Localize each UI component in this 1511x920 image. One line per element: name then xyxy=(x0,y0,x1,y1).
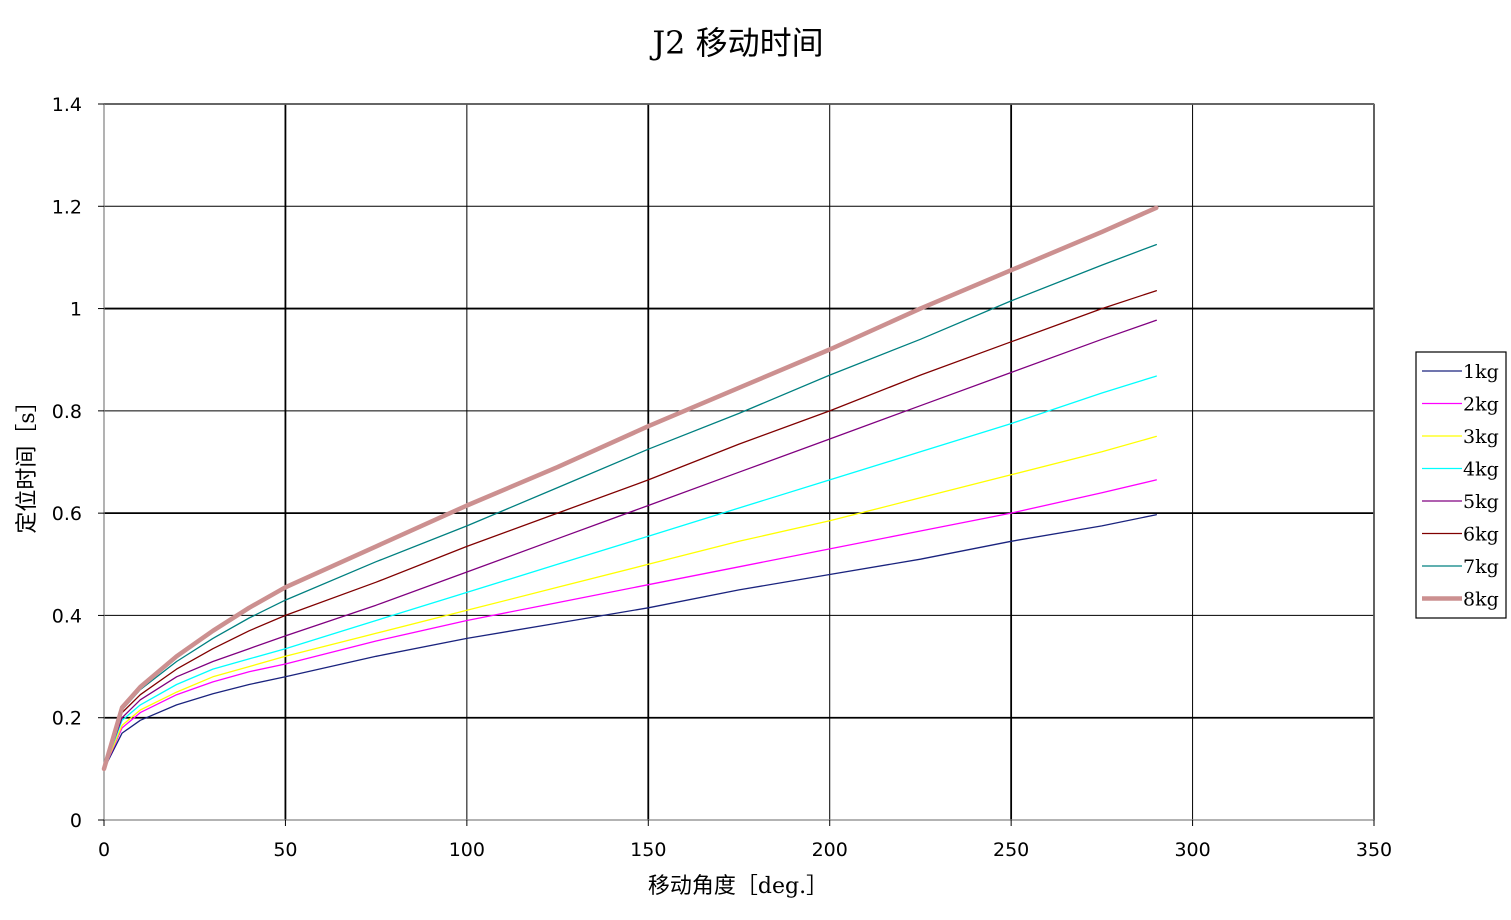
x-axis-ticks: 0 50 100 150 200 250 300 350 xyxy=(98,820,1392,861)
series-line-7kg xyxy=(103,243,1157,770)
series-line-6kg xyxy=(103,290,1157,770)
y-axis-title: 定位时间［s］ xyxy=(15,390,40,533)
legend: 1kg 2kg 3kg 4kg 5kg 6kg 7kg 8kg xyxy=(1415,351,1507,619)
x-tick-label: 300 xyxy=(1174,839,1210,861)
legend-label-1kg: 1kg xyxy=(1463,361,1499,383)
series-line-2kg xyxy=(103,479,1157,770)
grid-layer xyxy=(103,103,1375,821)
x-tick-label: 100 xyxy=(449,839,485,861)
series-line-3kg xyxy=(103,435,1157,770)
legend-label-6kg: 6kg xyxy=(1463,524,1499,546)
y-axis-ticks: 0 0.2 0.4 0.6 0.8 1 1.2 1.4 xyxy=(52,94,104,832)
series-line-5kg xyxy=(103,319,1157,770)
x-tick-label: 350 xyxy=(1356,839,1392,861)
series-line-1kg xyxy=(103,514,1157,770)
y-tick-label: 1 xyxy=(70,299,82,321)
legend-label-8kg: 8kg xyxy=(1463,589,1499,611)
y-tick-label: 0 xyxy=(70,810,82,832)
legend-label-5kg: 5kg xyxy=(1463,491,1499,513)
x-tick-label: 250 xyxy=(993,839,1029,861)
x-tick-label: 200 xyxy=(812,839,848,861)
y-tick-label: 1.2 xyxy=(52,196,82,218)
y-tick-label: 0.6 xyxy=(52,503,82,525)
plot-area-frame xyxy=(103,103,1375,821)
x-axis-title: 移动角度［deg.］ xyxy=(648,874,828,899)
legend-items: 1kg 2kg 3kg 4kg 5kg 6kg 7kg 8kg xyxy=(1422,361,1499,611)
x-tick-label: 0 xyxy=(98,839,110,861)
chart-title: J2 移动时间 xyxy=(649,24,823,62)
y-tick-label: 1.4 xyxy=(52,94,82,116)
series-line-8kg xyxy=(101,205,1159,772)
legend-label-7kg: 7kg xyxy=(1463,556,1499,578)
legend-label-2kg: 2kg xyxy=(1463,394,1499,416)
series-line-4kg xyxy=(103,375,1157,770)
y-tick-label: 0.2 xyxy=(52,708,82,730)
y-tick-label: 0.8 xyxy=(52,401,82,423)
y-tick-label: 0.4 xyxy=(52,605,82,627)
legend-label-3kg: 3kg xyxy=(1463,426,1499,448)
legend-box xyxy=(1415,351,1507,619)
series-layer xyxy=(101,205,1159,772)
legend-label-4kg: 4kg xyxy=(1463,459,1499,481)
x-tick-label: 150 xyxy=(630,839,666,861)
x-tick-label: 50 xyxy=(273,839,297,861)
